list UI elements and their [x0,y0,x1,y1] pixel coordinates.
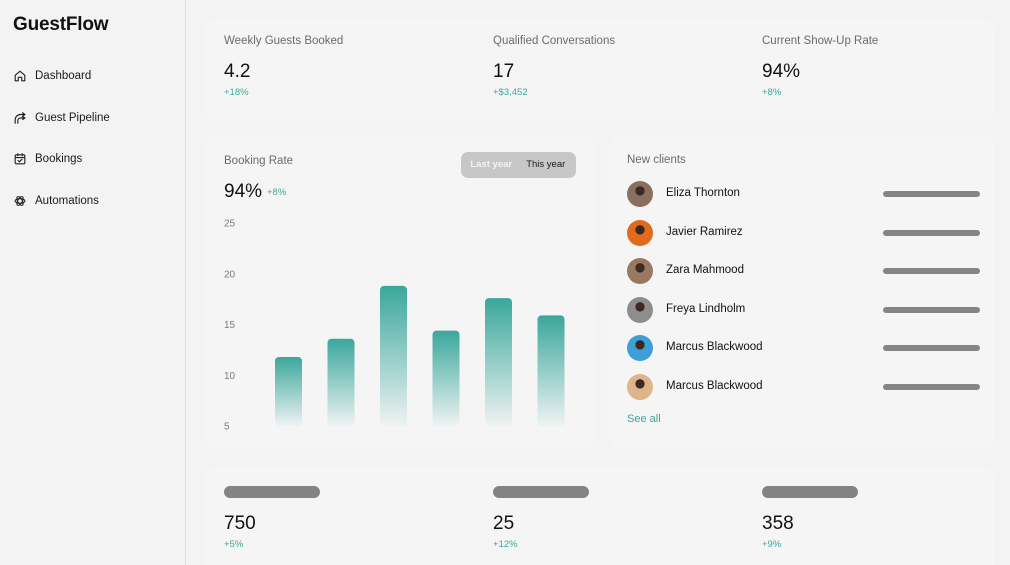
clients-title: New clients [627,154,686,166]
stat-delta: +$3,452 [493,87,528,98]
avatar [627,258,653,284]
chart-title: Booking Rate [224,155,294,167]
label-placeholder [224,486,320,498]
client-name: Zara Mahmood [666,264,744,276]
client-name: Marcus Blackwood [666,379,763,392]
nav-item-guest-pipeline[interactable]: Guest Pipeline [13,107,110,129]
stat-label: Qualified Conversations [493,35,616,47]
stat-delta: +5% [224,539,244,550]
stat-value: 358 [762,513,794,534]
toggle-this-year[interactable]: This year [526,159,566,170]
avatar [627,335,653,361]
avatar [627,219,653,246]
avatar [627,181,653,207]
bottom-stat-2: 25 +12% [493,486,589,550]
brand-logo[interactable]: GuestFlow [13,14,109,35]
stat-label: Current Show-Up Rate [762,35,879,47]
nav-item-bookings[interactable]: Bookings [13,148,82,170]
stat-value: 750 [224,513,256,534]
client-name: Javier Ramirez [666,225,743,238]
calendar-check-icon [14,153,26,165]
stat-delta: +12% [493,539,518,550]
client-name: Marcus Blackwood [666,341,763,353]
openai-icon [14,196,26,206]
bottom-stat-1: 750 +5% [224,486,320,550]
client-progress-bar [883,345,980,351]
nav-item-label: Bookings [35,153,83,165]
client-progress-bar [883,229,980,236]
stat-value: 94% [762,61,801,82]
stat-delta: +8% [762,87,782,98]
stat-qualified-conversations: Qualified Conversations 17 +$3,452 [493,35,615,98]
label-placeholder [762,486,858,498]
nav-item-automations[interactable]: Automations [13,190,99,212]
bottom-stat-3: 358 +9% [762,486,858,550]
client-row[interactable]: Freya Lindholm [627,296,980,323]
nav-item-label: Automations [35,195,99,207]
chart-value: 94% [224,181,263,202]
pipeline-icon [14,112,26,124]
stat-delta: +18% [224,87,249,98]
home-icon [14,70,26,82]
client-progress-bar [883,383,980,390]
stat-label: Weekly Guests Booked [224,35,344,47]
nav-item-dashboard[interactable]: Dashboard [13,65,91,87]
stat-value: 4.2 [224,61,251,82]
client-progress-bar [883,306,980,313]
stat-show-up-rate: Current Show-Up Rate 94% +8% [762,35,878,98]
client-name: Eliza Thornton [666,187,740,199]
client-row[interactable]: Zara Mahmood [627,258,980,284]
new-clients-card [609,136,994,448]
sidebar: GuestFlow Dashboard Guest Pipeline Booki… [0,0,186,565]
client-row[interactable]: Eliza Thornton [627,181,980,207]
bottom-stats-card [204,466,994,565]
chart-delta: +8% [267,187,287,198]
top-stats-card [204,18,994,120]
avatar [627,296,653,323]
see-all-link[interactable]: See all [627,413,661,425]
client-progress-bar [883,191,980,197]
stat-value: 17 [493,61,515,82]
stat-weekly-guests: Weekly Guests Booked 4.2 +18% [224,35,343,98]
client-progress-bar [883,268,980,274]
year-toggle[interactable]: Last year This year [461,152,576,178]
nav-item-label: Dashboard [35,70,92,82]
label-placeholder [493,486,589,498]
client-row[interactable]: Marcus Blackwood [627,335,980,361]
toggle-last-year[interactable]: Last year [470,159,513,170]
stat-delta: +9% [762,539,782,550]
client-row[interactable]: Marcus Blackwood [627,373,980,400]
client-name: Freya Lindholm [666,302,746,315]
client-row[interactable]: Javier Ramirez [627,219,980,246]
avatar [627,373,653,400]
stat-value: 25 [493,513,515,534]
nav-item-label: Guest Pipeline [35,112,110,124]
booking-rate-card [204,136,596,448]
